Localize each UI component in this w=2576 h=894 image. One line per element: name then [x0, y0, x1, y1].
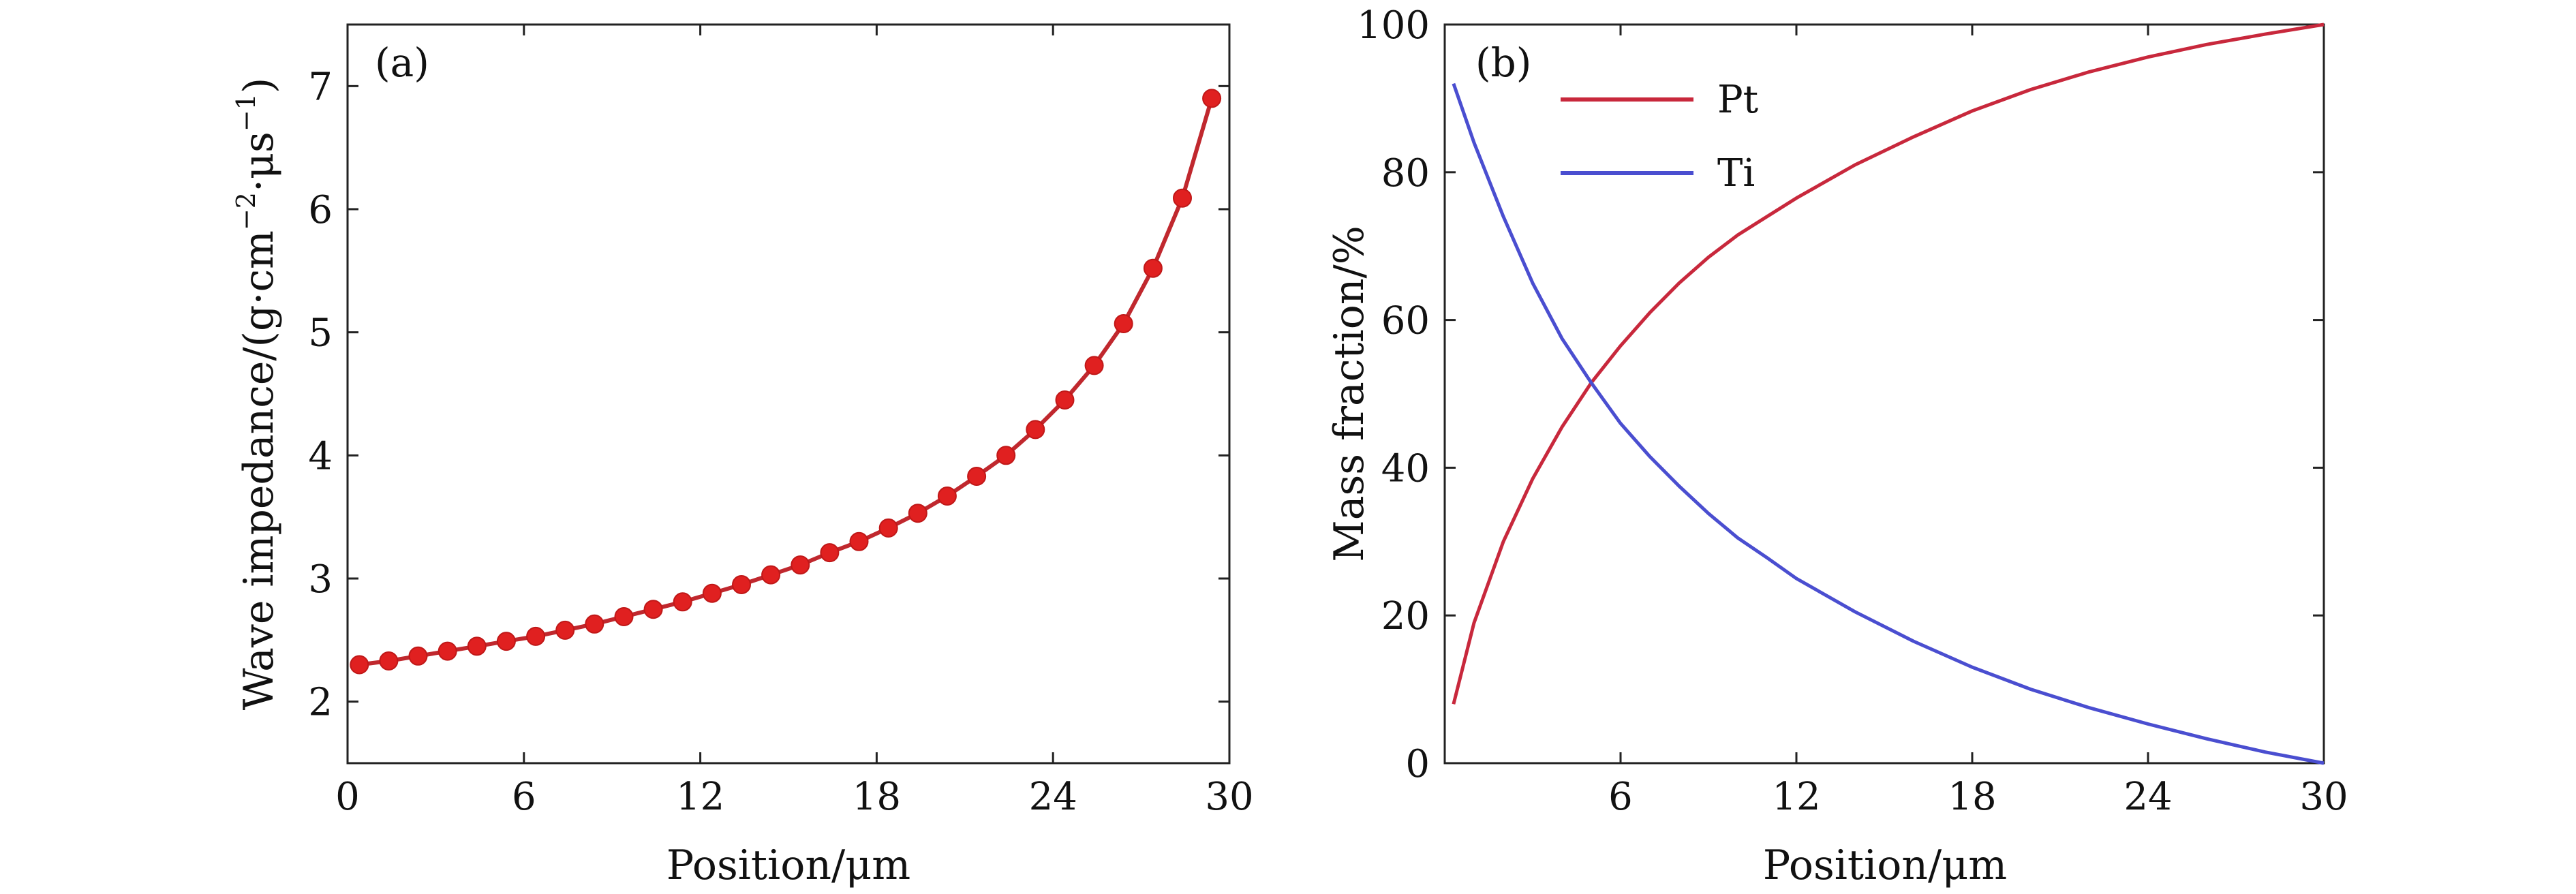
- data-point: [702, 583, 722, 603]
- tick-labels-a: 0 6 12 18 24 30 2 3 4 5 6 7: [308, 65, 1253, 819]
- data-point: [1084, 356, 1104, 375]
- panel-label-b: (b): [1475, 40, 1531, 86]
- data-point: [820, 543, 840, 563]
- data-point: [526, 626, 546, 646]
- x-tick-label: 6: [1608, 775, 1633, 819]
- data-point: [673, 592, 692, 612]
- x-axis-label-a: Position/μm: [666, 842, 910, 889]
- data-point: [379, 651, 399, 670]
- data-point: [967, 467, 987, 486]
- legend-label-pt: Pt: [1717, 78, 1759, 122]
- data-point: [643, 600, 663, 619]
- y-tick-label: 100: [1357, 3, 1430, 48]
- series-line-ti: [1452, 82, 2325, 765]
- data-point: [1143, 258, 1163, 278]
- tick-labels-b: 6 12 18 24 30 0 20 40 60 80 100: [1357, 3, 2348, 819]
- series-line-wave-impedance: [358, 97, 1214, 667]
- y-axis-label-a-mid: ·μs: [235, 132, 283, 192]
- chart-panel-a: 0 6 12 18 24 30 2 3 4 5 6 7 (a) Position/μm Wave im…: [231, 23, 1254, 889]
- data-point: [1202, 89, 1222, 108]
- data-point: [937, 487, 957, 506]
- tick-marks-b: [1445, 23, 2325, 765]
- y-tick-label: 60: [1381, 299, 1430, 343]
- x-tick-label: 0: [335, 775, 360, 819]
- data-point: [1055, 390, 1075, 410]
- x-tick-label: 12: [1772, 775, 1820, 819]
- y-axis-label-a-base: Wave impedance/(g·cm: [235, 230, 283, 710]
- y-axis-label-a-exp2: −1: [231, 93, 261, 132]
- series-line-pt: [1452, 22, 2325, 705]
- y-tick-label: 3: [308, 557, 333, 602]
- y-tick-label: 80: [1381, 151, 1430, 196]
- panel-label-a: (a): [375, 40, 429, 86]
- y-tick-label: 2: [308, 681, 333, 725]
- x-tick-label: 6: [512, 775, 536, 819]
- data-point: [1173, 188, 1192, 208]
- data-point: [732, 575, 751, 594]
- y-axis-label-a-close: ): [235, 78, 283, 93]
- data-point: [849, 531, 869, 551]
- data-point: [614, 607, 634, 626]
- y-tick-label: 4: [308, 434, 333, 478]
- y-axis-label-b: Mass fraction/%: [1325, 226, 1373, 561]
- y-tick-label: 0: [1405, 742, 1430, 786]
- x-tick-label: 12: [676, 775, 724, 819]
- data-point: [878, 518, 898, 538]
- data-point: [761, 565, 781, 585]
- x-axis-label-b: Position/μm: [1763, 842, 2007, 889]
- plot-frame-a: [346, 23, 1231, 765]
- data-point: [791, 555, 810, 575]
- data-point: [467, 636, 487, 656]
- data-point: [908, 504, 927, 523]
- x-tick-label: 24: [2123, 775, 2172, 819]
- plot-frame-b: [1443, 23, 2325, 765]
- data-point: [1026, 420, 1045, 440]
- data-point: [350, 655, 369, 675]
- x-tick-label: 18: [1948, 775, 1996, 819]
- tick-marks-a: [346, 25, 1231, 763]
- data-point: [496, 632, 516, 651]
- data-point: [438, 641, 457, 661]
- y-tick-label: 40: [1381, 446, 1430, 491]
- x-tick-label: 30: [1205, 775, 1253, 819]
- data-point: [996, 446, 1016, 465]
- y-axis-label-a-exp1: −2: [231, 192, 261, 230]
- x-tick-label: 24: [1029, 775, 1077, 819]
- data-point: [1114, 314, 1133, 333]
- data-point: [555, 620, 575, 640]
- legend: Pt Ti: [1561, 78, 1759, 196]
- series-markers-wave-impedance: [350, 89, 1222, 675]
- legend-label-ti: Ti: [1717, 151, 1755, 196]
- y-tick-label: 6: [308, 188, 333, 232]
- y-tick-label: 20: [1381, 594, 1430, 638]
- chart-panel-b: 6 12 18 24 30 0 20 40 60 80 100 (b) Pt Ti Position…: [1325, 3, 2348, 889]
- y-axis-label-a: Wave impedance/(g·cm−2·μs−1): [231, 78, 283, 711]
- data-point: [585, 614, 604, 634]
- x-tick-label: 18: [853, 775, 901, 819]
- x-tick-label: 30: [2299, 775, 2348, 819]
- y-tick-label: 7: [308, 65, 333, 109]
- data-point: [408, 646, 428, 666]
- y-tick-label: 5: [308, 311, 333, 356]
